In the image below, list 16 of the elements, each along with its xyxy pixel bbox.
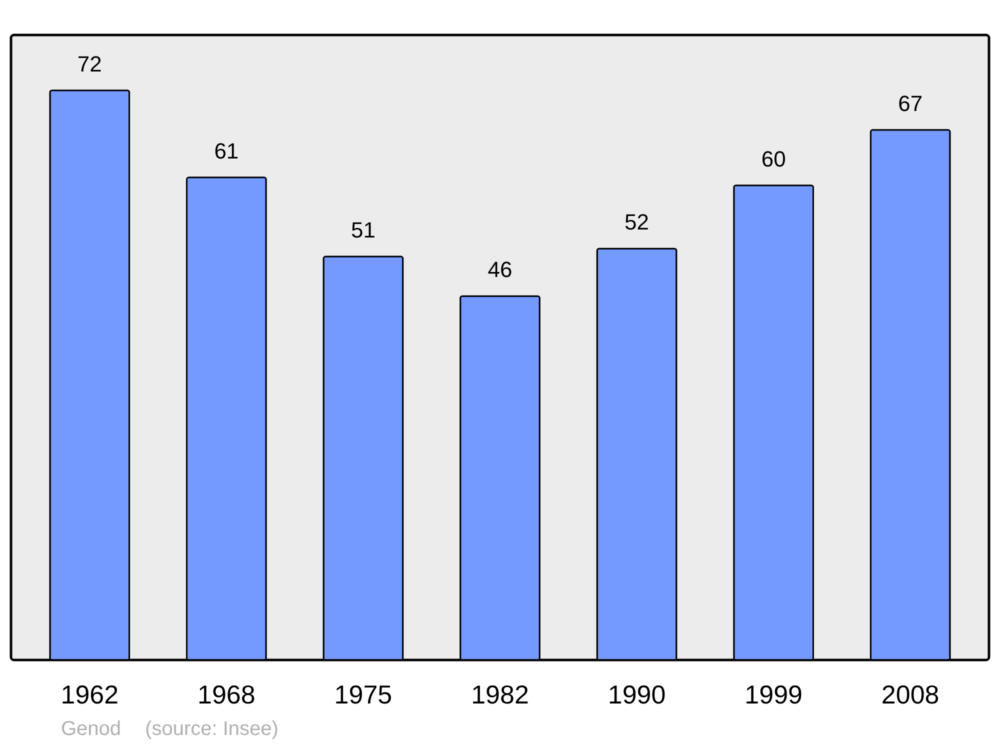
x-tick-label: 1962 [60,680,119,710]
x-tick-label: 1990 [608,680,666,710]
x-tick-label: 2008 [881,680,940,710]
data-label: 60 [761,146,786,172]
text: Genod [61,718,122,740]
data-label: 72 [77,51,102,76]
x-tick-label: 1999 [744,680,802,710]
data-label: 61 [214,138,239,164]
data-label: 52 [624,210,650,235]
x-tick-label: 1968 [198,680,256,710]
x-tick-label: 1975 [334,680,392,710]
text: (source: Insee) [145,718,278,740]
data-label: 51 [350,218,376,243]
data-label: 46 [488,257,512,282]
x-tick-label: 1982 [471,680,529,710]
data-label: 67 [898,90,923,116]
